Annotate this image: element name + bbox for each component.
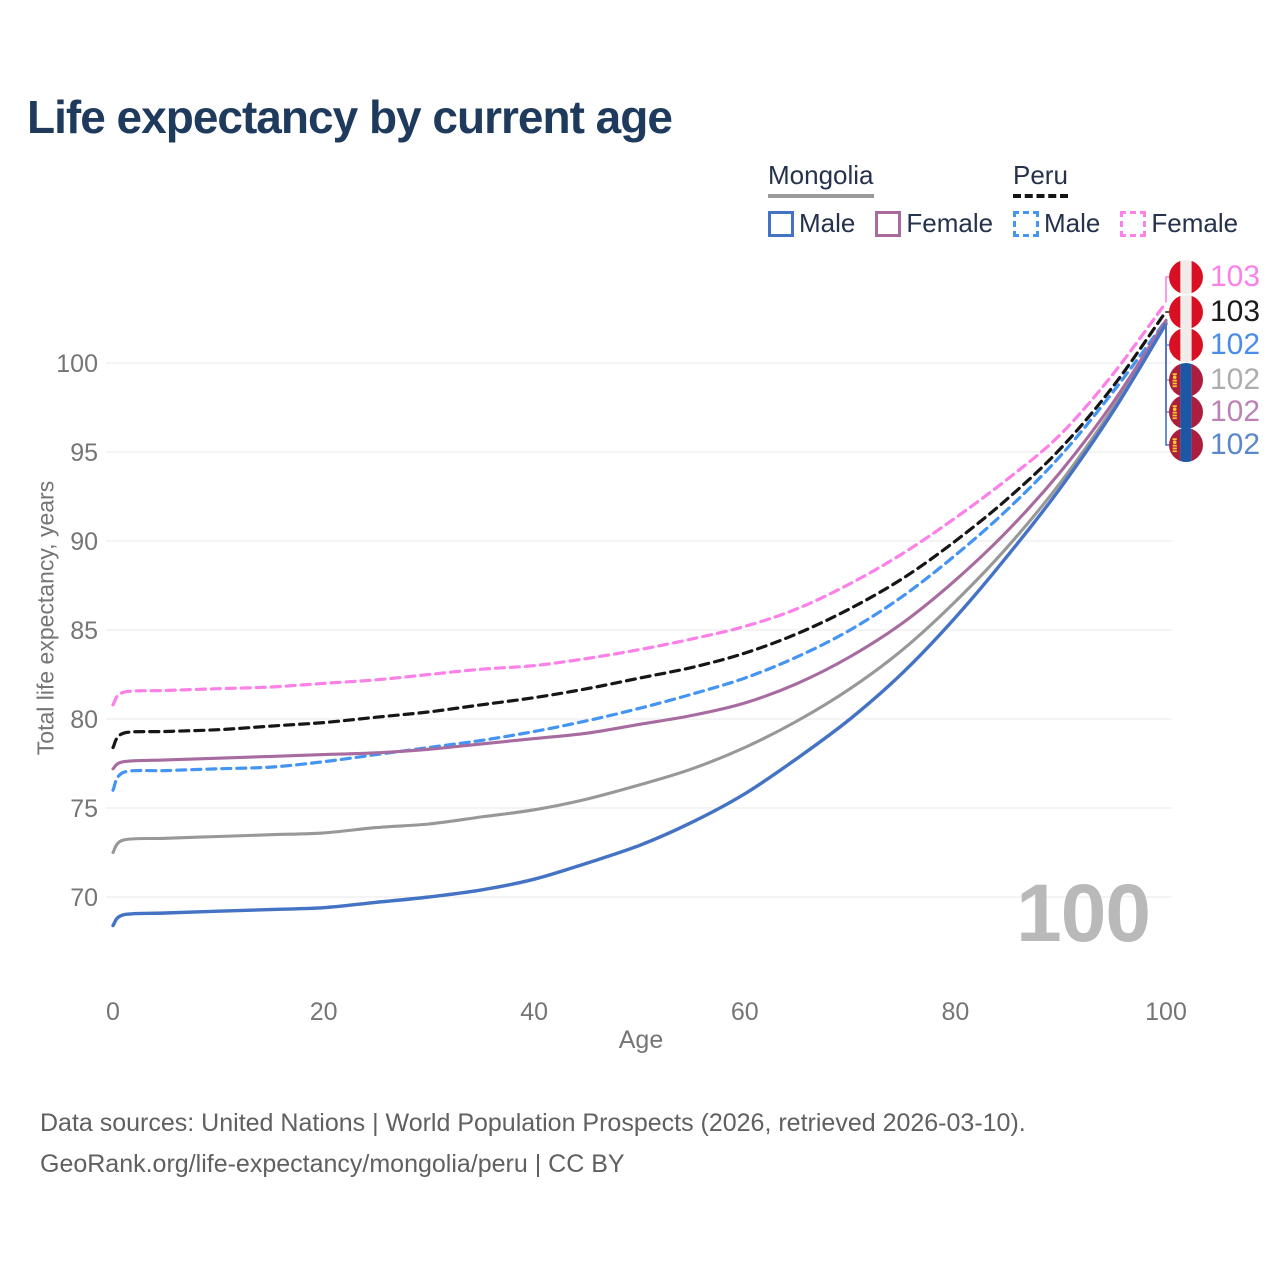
series-line-peru_male[interactable] — [111, 318, 1168, 792]
end-label-mongolia-female: 102 — [1169, 395, 1260, 429]
footer: Data sources: United Nations | World Pop… — [40, 1103, 1026, 1185]
mongolia-flag-icon — [1169, 363, 1203, 397]
x-tick-label: 40 — [520, 998, 548, 1026]
y-tick-label: 85 — [70, 617, 98, 645]
footer-attribution: GeoRank.org/life-expectancy/mongolia/per… — [40, 1150, 625, 1178]
end-label-value: 102 — [1210, 363, 1261, 396]
x-tick-label: 0 — [106, 998, 120, 1026]
end-label-mongolia-male: 102 — [1169, 428, 1260, 462]
peru-flag-icon — [1169, 260, 1203, 294]
legend-country-peru: Peru — [1013, 160, 1068, 198]
series-line-peru_avg[interactable] — [111, 309, 1168, 750]
page-title: Life expectancy by current age — [27, 91, 673, 143]
legend-item-peru-male[interactable]: Male — [1013, 208, 1100, 239]
series-line-mongolia_female[interactable] — [111, 318, 1168, 771]
series-line-mongolia_avg[interactable] — [111, 320, 1168, 855]
legend-group-peru: Peru Male Female — [1013, 160, 1238, 239]
y-tick-label: 80 — [70, 706, 98, 734]
legend-item-mongolia-male[interactable]: Male — [768, 208, 855, 239]
y-tick-label: 75 — [70, 795, 98, 823]
end-label-mongolia-average: 102 — [1169, 363, 1260, 397]
legend-row-mongolia: Male Female — [768, 208, 993, 239]
legend-swatch-mongolia-male[interactable] — [768, 210, 794, 237]
end-label-value: 102 — [1210, 328, 1261, 361]
legend-swatch-mongolia-female[interactable] — [875, 210, 902, 237]
legend-label-peru-male: Male — [1044, 208, 1101, 238]
x-tick-label: 100 — [1145, 998, 1187, 1026]
end-label-peru-average: 103 — [1169, 295, 1260, 329]
legend-label-peru-female: Female — [1151, 208, 1239, 238]
peru-flag-icon — [1169, 328, 1203, 362]
end-label-value: 102 — [1210, 395, 1261, 428]
y-axis-title: Total life expectancy, years — [32, 480, 59, 756]
legend-swatch-peru-female[interactable] — [1120, 210, 1147, 237]
legend-item-peru-female[interactable]: Female — [1120, 208, 1238, 239]
x-tick-label: 20 — [310, 998, 338, 1026]
x-tick-label: 60 — [731, 998, 759, 1026]
y-tick-label: 100 — [56, 350, 98, 378]
y-tick-label: 95 — [70, 439, 98, 467]
end-label-peru-female: 103 — [1169, 260, 1260, 294]
peru-flag-icon — [1169, 295, 1203, 329]
end-label-value: 102 — [1210, 428, 1261, 461]
legend-label-mongolia-male: Male — [799, 208, 856, 238]
legend-item-mongolia-female[interactable]: Female — [875, 208, 993, 239]
legend-swatch-peru-male[interactable] — [1013, 210, 1039, 237]
legend-row-peru: Male Female — [1013, 208, 1238, 239]
footer-data-sources: Data sources: United Nations | World Pop… — [40, 1109, 1026, 1137]
y-tick-label: 70 — [70, 884, 98, 912]
series-line-mongolia_male[interactable] — [111, 322, 1168, 928]
series-line-peru_female[interactable] — [111, 300, 1168, 707]
mongolia-flag-icon — [1169, 395, 1203, 429]
current-age-watermark: 100 — [1016, 868, 1151, 959]
x-tick-label: 80 — [941, 998, 969, 1026]
legend-country-mongolia: Mongolia — [768, 160, 874, 198]
legend-group-mongolia: Mongolia Male Female — [768, 160, 993, 239]
legend-label-mongolia-female: Female — [906, 208, 994, 238]
x-axis-title: Age — [618, 1026, 664, 1054]
y-tick-label: 90 — [70, 528, 98, 556]
end-label-peru-male: 102 — [1169, 328, 1260, 362]
mongolia-flag-icon — [1169, 428, 1203, 462]
end-label-value: 103 — [1210, 295, 1261, 328]
end-label-value: 103 — [1210, 260, 1261, 293]
